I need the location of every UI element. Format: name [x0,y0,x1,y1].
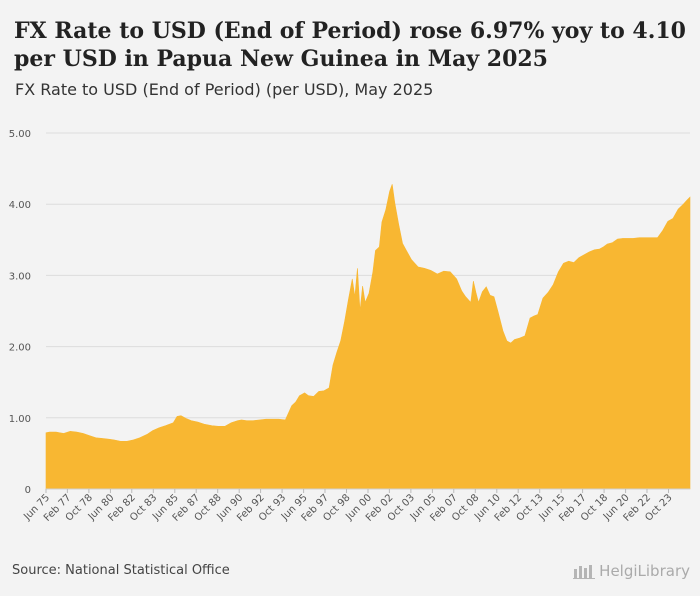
source-note: Source: National Statistical Office [12,563,230,578]
chart-title: FX Rate to USD (End of Period) rose 6.97… [14,18,686,72]
y-tick-label: 2.00 [9,343,31,354]
y-tick-label: 5.00 [9,129,31,140]
y-tick-label: 0 [25,485,31,496]
brand-name: HelgiLibrary [599,562,690,580]
chart-subtitle: FX Rate to USD (End of Period) (per USD)… [15,80,434,99]
data-series-area [45,184,691,490]
y-tick-label: 1.00 [9,414,31,425]
brand-logo: HelgiLibrary [573,562,690,580]
y-tick-label: 3.00 [9,271,31,282]
y-axis-tick-labels: 0 1.00 2.00 3.00 4.00 5.00 [9,129,31,496]
y-tick-label: 4.00 [9,200,31,211]
library-icon [573,565,596,579]
